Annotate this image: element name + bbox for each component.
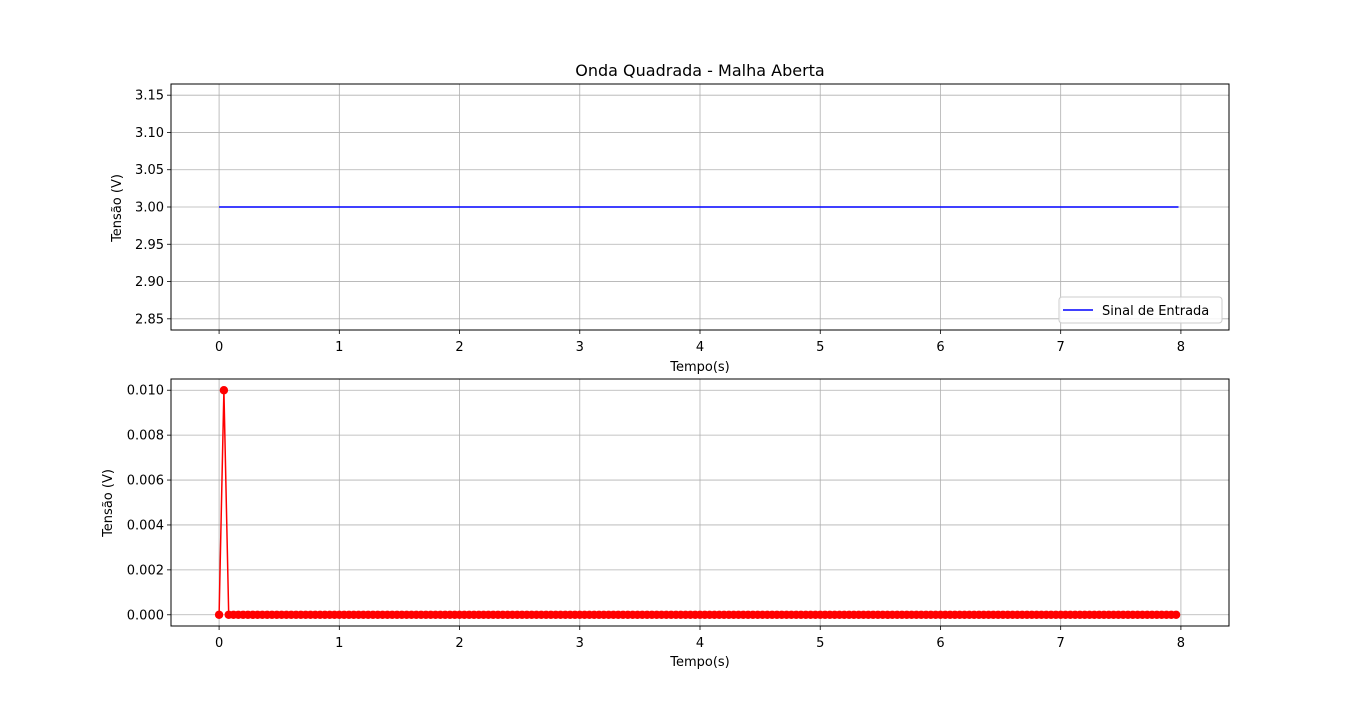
bottom-plot-x-tick-label: 1	[335, 636, 343, 651]
top-plot-y-tick-label: 3.15	[135, 89, 164, 104]
top-plot-y-tick-label: 3.00	[135, 201, 164, 216]
top-plot-x-tick-label: 1	[335, 340, 343, 355]
bottom-plot: Tempo(s) Tensão (V) 0 1 2 3 4 5 6 7 8 0.000 0.002 0…	[101, 378, 1230, 670]
bottom-plot-y-axis-label: Tensão (V)	[101, 469, 116, 538]
top-plot-y-tick-label: 3.10	[135, 126, 164, 141]
top-plot-x-tick-label: 0	[215, 340, 223, 355]
top-plot-x-axis-label: Tempo(s)	[669, 360, 730, 375]
bottom-plot-data-point	[219, 386, 229, 395]
bottom-plot-y-tick-label: 0.008	[127, 429, 164, 444]
bottom-plot-y-tick-label: 0.006	[127, 474, 164, 489]
bottom-plot-y-tick-label: 0.000	[127, 608, 164, 623]
top-plot-x-tick-label: 5	[816, 340, 824, 355]
legend-box	[1058, 296, 1223, 324]
bottom-plot-x-axis-label: Tempo(s)	[669, 655, 730, 670]
top-plot-legend: Sinal de Entrada	[1058, 296, 1223, 324]
bottom-plot-x-tick-label: 0	[215, 636, 223, 651]
bottom-plot-x-tick-label: 8	[1177, 636, 1185, 651]
bottom-plot-x-tick-label: 7	[1057, 636, 1065, 651]
top-plot-x-tick-label: 3	[576, 340, 584, 355]
top-plot-y-tick-label: 2.95	[135, 238, 164, 253]
top-plot-x-tick-label: 4	[696, 340, 704, 355]
bottom-plot-x-tick-label: 3	[576, 636, 584, 651]
bottom-plot-y-tick-label: 0.010	[127, 384, 164, 399]
bottom-plot-x-tick-label: 2	[455, 636, 463, 651]
top-plot: Onda Quadrada - Malha Aberta Tempo(s) Te…	[110, 61, 1230, 375]
top-plot-axes-frame	[170, 83, 1230, 331]
top-plot-y-tick-label: 2.90	[135, 275, 164, 290]
top-plot-y-axis-label: Tensão (V)	[110, 174, 125, 243]
bottom-plot-axes-frame	[170, 378, 1230, 627]
bottom-plot-y-tick-label: 0.004	[127, 518, 164, 533]
top-plot-x-tick-label: 2	[455, 340, 463, 355]
bottom-plot-series-markers	[214, 386, 1181, 619]
top-plot-y-tick-label: 3.05	[135, 163, 164, 178]
top-plot-x-tick-label: 7	[1057, 340, 1065, 355]
top-plot-x-tick-label: 6	[936, 340, 944, 355]
bottom-plot-x-tick-label: 5	[816, 636, 824, 651]
bottom-plot-x-tick-label: 4	[696, 636, 704, 651]
bottom-plot-y-tick-label: 0.002	[127, 563, 164, 578]
bottom-plot-x-tick-label: 6	[936, 636, 944, 651]
top-plot-y-tick-label: 2.85	[135, 312, 164, 327]
bottom-plot-data-point	[1171, 610, 1181, 619]
legend-label: Sinal de Entrada	[1102, 304, 1209, 319]
bottom-plot-data-point	[214, 610, 224, 619]
top-plot-x-tick-label: 8	[1177, 340, 1185, 355]
top-plot-title: Onda Quadrada - Malha Aberta	[575, 61, 824, 80]
